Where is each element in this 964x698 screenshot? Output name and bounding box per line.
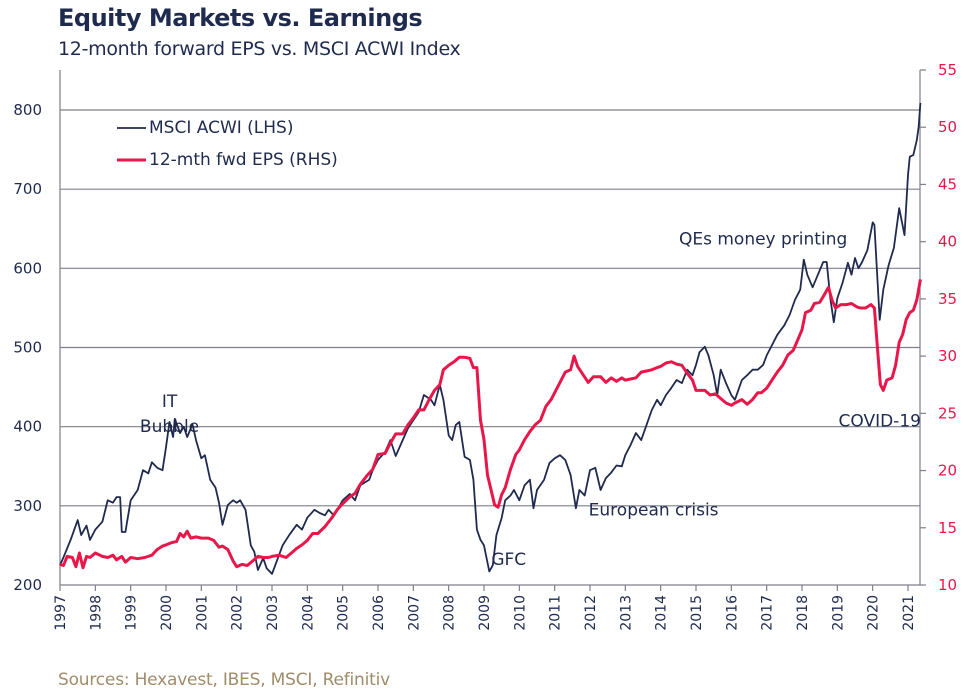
x-tick-label: 2018 (795, 595, 811, 631)
y-right-tick-label: 35 (938, 290, 957, 308)
x-tick-label: 1999 (124, 595, 140, 631)
y-right-tick-label: 15 (938, 519, 957, 537)
source-note: Sources: Hexavest, IBES, MSCI, Refinitiv (58, 670, 390, 690)
series-group (59, 102, 922, 575)
x-tick-label: 2019 (830, 595, 846, 631)
y-right-tick-label: 20 (938, 462, 957, 480)
y-left-tick-label: 300 (13, 497, 42, 515)
y-right-tick-label: 10 (938, 576, 957, 594)
series-line-msci (59, 102, 922, 575)
series-line-eps (59, 279, 922, 570)
y-left-tick-label: 600 (13, 259, 42, 277)
x-tick-label: 2001 (194, 595, 210, 631)
x-tick-label: 2010 (512, 595, 528, 631)
x-tick-label: 2009 (477, 595, 493, 631)
y-right-tick-label: 50 (938, 118, 957, 136)
y-right-tick-label: 25 (938, 404, 957, 422)
x-tick-label: 2004 (300, 595, 316, 631)
x-tick-label: 2005 (336, 595, 352, 631)
x-tick-label: 2007 (406, 595, 422, 631)
y-left-tick-label: 400 (13, 418, 42, 436)
annotation-label: COVID-19 (839, 412, 921, 432)
annotation-label: Bubble (140, 417, 199, 437)
y-left-tick-label: 200 (13, 576, 42, 594)
y-right-tick-label: 30 (938, 347, 957, 365)
x-tick-label: 1998 (88, 595, 104, 631)
y-right-tick-label: 40 (938, 233, 957, 251)
gridlines (60, 109, 920, 507)
x-tick-label: 2015 (689, 595, 705, 631)
chart-subtitle: 12-month forward EPS vs. MSCI ACWI Index (58, 38, 461, 60)
x-tick-label: 2012 (583, 595, 599, 631)
chart-title: Equity Markets vs. Earnings (58, 4, 423, 32)
x-tick-label: 2014 (654, 595, 670, 631)
annotation-label: GFC (491, 550, 526, 570)
x-tick-label: 2020 (866, 595, 882, 631)
y-right-tick-label: 55 (938, 61, 957, 79)
x-tick-label: 2000 (159, 595, 175, 631)
x-tick-label: 2008 (442, 595, 458, 631)
legend-label-msci: MSCI ACWI (LHS) (149, 118, 293, 138)
x-tick-label: 2013 (618, 595, 634, 631)
x-tick-label: 2017 (760, 595, 776, 631)
x-tick-label: 1997 (53, 595, 69, 631)
legend: MSCI ACWI (LHS) 12-mth fwd EPS (RHS) (117, 118, 338, 170)
annotation-label: IT (162, 392, 178, 412)
x-tick-label: 2006 (371, 595, 387, 631)
y-right-tick-label: 45 (938, 175, 957, 193)
x-tick-label: 2016 (724, 595, 740, 631)
y-left-tick-label: 800 (13, 101, 42, 119)
x-tick-label: 2021 (901, 595, 917, 631)
annotations: IT Bubble GFC European crisis QEs money prin… (140, 230, 921, 571)
legend-label-eps: 12-mth fwd EPS (RHS) (149, 150, 338, 170)
x-tick-label: 2011 (548, 595, 564, 631)
x-tick-label: 2002 (230, 595, 246, 631)
annotation-label: QEs money printing (679, 230, 847, 250)
x-tick-label: 2003 (265, 595, 281, 631)
axes: 200 300 400 500 600 700 800 10 15 20 25 30 35 40 45 50 5… (13, 61, 957, 631)
y-left-tick-label: 500 (13, 339, 42, 357)
y-left-tick-label: 700 (13, 180, 42, 198)
annotation-label: European crisis (589, 500, 719, 520)
